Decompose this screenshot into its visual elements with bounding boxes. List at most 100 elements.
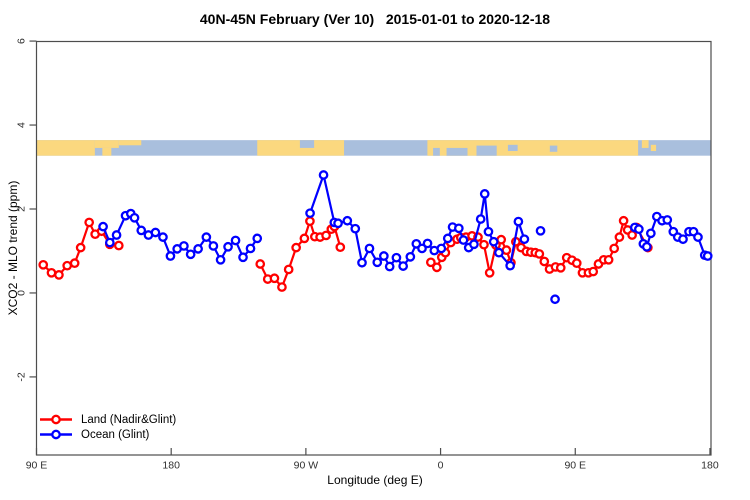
data-point: [469, 239, 479, 250]
data-point: [245, 243, 256, 254]
data-point: [98, 221, 108, 232]
data-point: [693, 232, 703, 242]
data-point: [84, 217, 95, 228]
data-point: [483, 226, 494, 237]
data-point: [550, 294, 560, 305]
x-tick-label: 180: [701, 460, 719, 472]
data-point: [391, 252, 402, 263]
y-tick-label: -2: [16, 372, 28, 381]
data-point: [305, 208, 315, 219]
data-point: [405, 252, 416, 262]
x-tick-label: 180: [162, 460, 180, 472]
data-point: [398, 261, 409, 271]
data-point: [588, 266, 599, 277]
legend-item-land: Land (Nadir&Glint): [39, 412, 176, 427]
data-point: [291, 242, 302, 253]
data-point: [111, 230, 122, 240]
ocean-series-marker-icon: [40, 429, 72, 440]
data-point: [609, 243, 620, 254]
data-point: [255, 259, 266, 269]
x-tick-label: 90 E: [564, 460, 586, 472]
data-point: [534, 249, 545, 259]
data-point: [179, 241, 189, 251]
data-point: [277, 282, 287, 292]
data-point: [641, 241, 652, 252]
data-point: [614, 232, 625, 242]
data-point: [104, 237, 115, 248]
data-point: [436, 243, 447, 254]
data-point: [193, 244, 203, 254]
data-point: [54, 270, 64, 280]
data-point: [488, 236, 499, 247]
data-point: [384, 261, 395, 272]
data-point: [113, 240, 124, 251]
map-land-segment: [641, 140, 649, 148]
data-point: [364, 243, 375, 254]
data-point: [62, 260, 73, 271]
x-tick-label: 90 E: [26, 460, 48, 472]
map-water-patch: [476, 145, 497, 156]
plot-border: [35, 40, 712, 456]
data-point: [158, 232, 168, 242]
data-point: [627, 230, 637, 240]
data-point: [453, 223, 464, 234]
map-water-patch: [433, 147, 440, 156]
data-point: [479, 189, 490, 199]
data-point: [372, 257, 383, 268]
data-point: [129, 212, 140, 223]
data-point: [38, 259, 49, 270]
data-point: [539, 256, 550, 267]
data-point: [223, 241, 233, 252]
data-point: [283, 264, 294, 275]
data-point: [422, 238, 433, 249]
data-point: [379, 251, 389, 261]
map-water-patch: [549, 145, 558, 152]
y-tick-label: 6: [16, 38, 28, 44]
legend-item-ocean: Ocean (Glint): [39, 427, 176, 442]
data-point: [305, 216, 315, 227]
data-point: [417, 243, 427, 254]
data-point: [75, 242, 86, 253]
series-ocean: [98, 170, 713, 305]
chart-title: 40N-45N February (Ver 10) 2015-01-01 to …: [199, 11, 551, 27]
map-water-patch: [299, 140, 315, 148]
data-point: [645, 228, 656, 239]
data-point: [458, 235, 469, 245]
x-tick-label: 90 W: [294, 460, 319, 472]
data-point: [496, 234, 507, 245]
data-point: [165, 251, 176, 261]
data-point: [357, 257, 367, 268]
data-point: [208, 241, 219, 251]
data-point: [269, 273, 280, 284]
data-point: [335, 242, 346, 253]
data-point: [535, 225, 546, 236]
data-point: [678, 234, 688, 245]
data-point: [136, 225, 147, 236]
data-point: [230, 235, 241, 246]
map-land-segment: [94, 140, 119, 148]
map-land-segment: [650, 144, 657, 152]
data-point: [603, 254, 614, 265]
map-land-segment: [36, 140, 95, 156]
map-land-segment: [118, 140, 142, 146]
series-land: [38, 215, 653, 292]
data-point: [494, 247, 504, 258]
axes: 90 E 180 90 W 0 90 E 180 -2 0 2 4 6: [16, 38, 719, 471]
x-tick-label: 0: [438, 460, 444, 472]
data-point: [484, 267, 495, 278]
data-point: [475, 214, 486, 224]
data-point: [519, 234, 530, 245]
data-point: [662, 215, 673, 225]
data-point: [185, 249, 196, 260]
data-point: [342, 215, 353, 226]
data-point: [252, 233, 263, 244]
data-point: [46, 267, 57, 278]
data-point: [479, 239, 489, 250]
y-tick-label: 2: [16, 206, 28, 212]
y-tick-label: 0: [16, 290, 28, 296]
data-point: [318, 170, 329, 180]
x-axis-title: Longitude (deg E): [327, 473, 423, 487]
series-line: [309, 171, 526, 269]
